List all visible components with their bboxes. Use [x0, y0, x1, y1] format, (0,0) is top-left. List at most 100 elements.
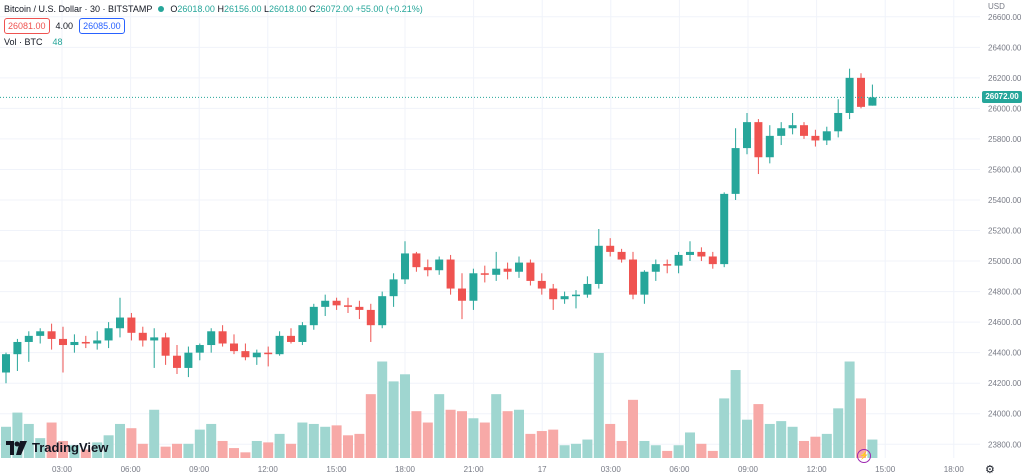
volume-bar — [616, 440, 627, 458]
candle-body — [640, 271, 649, 295]
candle-body — [697, 251, 706, 257]
candle-body — [47, 331, 56, 339]
volume-bar — [137, 443, 148, 458]
volume-bar — [821, 433, 832, 458]
spread-value: 4.00 — [55, 21, 74, 31]
x-tick-label: 17 — [538, 465, 547, 474]
volume-bar — [833, 408, 844, 458]
y-tick-label: 23800.00 — [988, 440, 1022, 449]
candle-body — [81, 341, 90, 344]
candle-body — [857, 77, 865, 107]
low-label: L — [264, 4, 270, 14]
volume-bar — [343, 435, 353, 458]
symbol-title[interactable]: Bitcoin / U.S. Dollar · 30 · BITSTAMP — [4, 4, 153, 14]
volume-bar — [787, 426, 798, 458]
y-tick-label: 24000.00 — [988, 410, 1022, 419]
buy-price-button[interactable]: 26085.00 — [79, 18, 125, 34]
candle-body — [150, 337, 159, 341]
candle-body — [241, 351, 250, 358]
candle-body — [811, 135, 820, 141]
x-tick-label: 12:00 — [258, 465, 279, 474]
candle-body — [503, 268, 512, 272]
y-tick-label: 26400.00 — [988, 43, 1022, 52]
volume-bar — [422, 422, 433, 458]
candle-body — [629, 259, 637, 295]
y-tick-label: 24600.00 — [988, 318, 1022, 327]
last-price-tag: 26072.00 — [982, 91, 1022, 104]
y-tick-label: 26000.00 — [988, 104, 1022, 113]
candle-body — [298, 325, 307, 342]
volume-bar — [605, 423, 616, 458]
candle-body — [36, 331, 45, 336]
volume-bar — [582, 439, 593, 458]
candle-body — [492, 268, 501, 275]
candle-body — [663, 264, 672, 266]
volume-bar — [628, 399, 638, 458]
candle-body — [423, 267, 432, 271]
lightning-icon[interactable]: ⚡ — [857, 449, 871, 463]
volume-bar — [126, 428, 137, 458]
close-value: 26072.00 — [315, 4, 354, 14]
volume-bar — [297, 422, 308, 458]
y-tick-label: 25400.00 — [988, 196, 1022, 205]
volume-bar — [69, 445, 80, 458]
volume-bar — [856, 398, 866, 458]
candle-body — [275, 335, 284, 355]
candle-body — [572, 294, 580, 297]
y-tick-label: 25800.00 — [988, 135, 1022, 144]
candle-body — [252, 352, 261, 358]
candle-body — [446, 259, 455, 289]
volume-bar — [764, 423, 775, 458]
candle-body — [458, 288, 466, 301]
volume-bar — [536, 431, 547, 458]
candle-body — [321, 300, 330, 307]
candle-body — [138, 332, 147, 341]
volume-bar — [799, 440, 809, 458]
candle-body — [731, 148, 740, 194]
volume-bar — [400, 374, 410, 458]
y-tick-label: 25000.00 — [988, 257, 1022, 266]
candle-body — [526, 262, 535, 281]
volume-legend[interactable]: Vol · BTC 48 — [4, 37, 63, 47]
volume-bar — [286, 443, 296, 458]
tradingview-logo[interactable]: TradingView — [6, 440, 108, 455]
candle-body — [207, 331, 216, 346]
volume-bar — [160, 446, 171, 458]
candle-body — [218, 331, 227, 344]
volume-bar — [502, 411, 513, 458]
candle-body — [173, 355, 181, 368]
volume-bar — [867, 439, 878, 458]
settings-gear-icon[interactable]: ⚙ — [985, 464, 995, 476]
candle-body — [264, 352, 273, 355]
candle-body — [104, 328, 113, 341]
volume-bar — [548, 429, 559, 458]
candle-body — [195, 345, 204, 353]
volume-bar — [251, 440, 262, 458]
volume-bar — [149, 409, 160, 458]
candle-body — [549, 288, 558, 300]
x-tick-label: 18:00 — [944, 465, 965, 474]
chart-legend: Bitcoin / U.S. Dollar · 30 · BITSTAMP O2… — [4, 2, 423, 34]
candle-body — [674, 254, 683, 266]
candle-body — [708, 256, 717, 265]
candle-body — [344, 305, 352, 307]
volume-bar — [103, 435, 114, 458]
x-tick-label: 06:00 — [669, 465, 690, 474]
y-tick-label: 24800.00 — [988, 288, 1022, 297]
y-tick-label: 26200.00 — [988, 74, 1022, 83]
candle-body — [13, 341, 22, 355]
volume-bar — [58, 440, 68, 458]
volume-bar — [274, 433, 285, 458]
volume-bar — [468, 418, 479, 458]
currency-label[interactable]: USD — [988, 2, 1005, 11]
sell-price-button[interactable]: 26081.00 — [4, 18, 50, 34]
candle-body — [435, 259, 444, 271]
high-value: 26156.00 — [223, 4, 262, 14]
market-status-icon — [158, 6, 165, 12]
candle-body — [788, 125, 797, 129]
candle-body — [355, 306, 364, 310]
x-tick-label: 18:00 — [395, 465, 416, 474]
volume-bar — [514, 409, 524, 458]
volume-bar — [194, 429, 205, 458]
